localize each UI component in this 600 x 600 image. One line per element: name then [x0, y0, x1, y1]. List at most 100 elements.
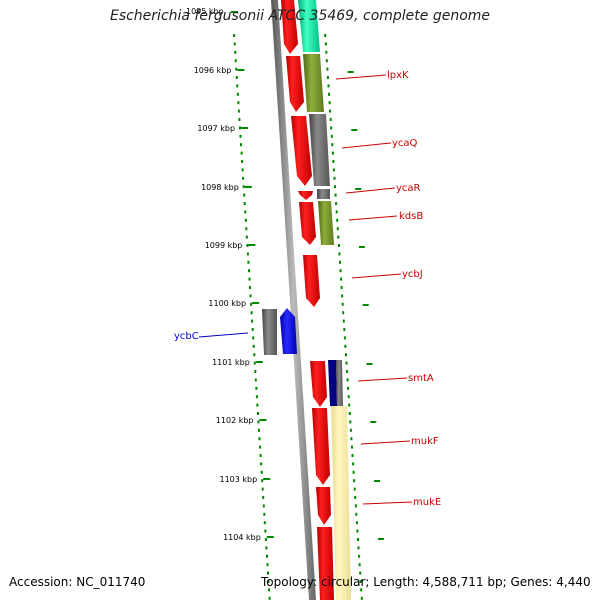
tick-dot [242, 185, 245, 189]
gene-label-smta[interactable]: smtA [408, 373, 434, 384]
feature-dot [324, 42, 327, 46]
topology-text: Topology: circular; Length: 4,588,711 bp… [261, 575, 591, 589]
feature-dot [354, 496, 357, 499]
feature-dot [341, 302, 344, 306]
feature-dot [353, 487, 356, 491]
cds-arrow-mukf [312, 408, 330, 485]
tick-dot [239, 126, 241, 130]
feature-dot [336, 227, 339, 231]
kbp-tick-label: 1102 kbp [216, 416, 254, 425]
cds-arrow-smta [310, 361, 327, 407]
gene-label-ycbc[interactable]: ycbC [174, 331, 199, 342]
tick-dot [239, 134, 242, 138]
tick-dot [236, 84, 239, 88]
feature-dot [349, 428, 352, 432]
feature-dot [357, 546, 360, 550]
tick-dot [258, 428, 260, 432]
feature-dot [330, 126, 333, 130]
cds-arrow-ycbc-reverse [280, 308, 297, 354]
tick-dot [252, 336, 255, 340]
tick-dot [262, 496, 265, 499]
feature-dot [356, 529, 359, 533]
genome-backbone [271, 0, 316, 600]
gene-label-lpxk[interactable]: lpxK [387, 70, 409, 81]
feature-dot [340, 277, 342, 281]
genome-title: Escherichia fergusonii ATCC 35469, compl… [109, 8, 491, 24]
feature-dot [345, 353, 347, 357]
feature-dot [333, 176, 336, 180]
gene-label-kdsb[interactable]: kdsB [399, 211, 423, 222]
feature-dot [352, 470, 355, 474]
feature-dot [359, 580, 362, 583]
feature-dot [351, 454, 354, 457]
tick-dot [240, 151, 243, 155]
feature-dot [342, 311, 345, 315]
feature-dot [328, 92, 330, 96]
kbp-tick-label: 1098 kbp [201, 183, 239, 192]
tick-dot [235, 67, 238, 71]
feature-dot [332, 168, 335, 172]
feature-gray-ycbc [262, 309, 277, 355]
tick-dot [251, 319, 254, 323]
cds-arrow-lpxk [286, 56, 304, 112]
tick-dot [244, 210, 247, 214]
feature-dot [324, 34, 327, 37]
feature-dot [325, 50, 328, 54]
feature-dot [335, 210, 338, 214]
tick-dot [261, 479, 264, 483]
tick-dot [257, 420, 260, 424]
tick-dot [242, 176, 245, 180]
gene-label-ycaq[interactable]: ycaQ [392, 138, 418, 149]
feature-dot [336, 218, 339, 222]
gene-label-ycar[interactable]: ycaR [396, 183, 421, 194]
tick-dot [233, 34, 236, 37]
gene-label-mukf[interactable]: mukF [411, 436, 439, 447]
tick-dot [253, 353, 256, 357]
tick-dot [241, 168, 244, 172]
tick-dot [241, 160, 244, 163]
tick-dot [258, 437, 261, 441]
feature-dot [338, 252, 341, 256]
tick-dot [259, 445, 262, 449]
feature-dot [359, 571, 362, 575]
tick-dot [245, 235, 248, 239]
tick-marks [237, 69, 384, 540]
feature-dot [346, 378, 349, 382]
feature-teal [298, 0, 320, 52]
tick-dot [236, 92, 239, 96]
feature-dot [328, 101, 331, 105]
feature-dot [351, 445, 353, 449]
tick-dot [263, 521, 266, 525]
tick-dot [268, 596, 271, 600]
feature-dot [326, 67, 329, 71]
tick-dot [243, 193, 246, 197]
cds-arrow [281, 0, 298, 54]
gene-label-ycbj[interactable]: ycbJ [402, 269, 423, 280]
feature-green-kdsb [318, 201, 334, 245]
feature-dot [326, 76, 329, 79]
tick-dot [246, 252, 249, 256]
feature-dot [329, 118, 332, 121]
tick-dot [233, 42, 236, 46]
feature-dot [353, 479, 356, 483]
feature-dot [343, 336, 346, 340]
tick-dot [260, 462, 263, 466]
feature-dot [340, 286, 343, 289]
feature-dot [355, 512, 358, 516]
gene-label-muke[interactable]: mukE [413, 497, 441, 508]
feature-dot [357, 538, 359, 541]
tick-dot [248, 269, 250, 273]
feature-dot [352, 462, 355, 466]
tick-dot [255, 386, 258, 390]
tick-dot [255, 395, 258, 399]
tick-dot [253, 361, 256, 365]
tick-dot [264, 538, 267, 541]
tick-dot [263, 512, 266, 516]
feature-dot [354, 504, 357, 508]
kbp-tick-label: 1097 kbp [197, 124, 235, 133]
tick-dot [243, 202, 246, 205]
label-leaders [198, 74, 413, 505]
feature-dot [348, 412, 351, 415]
feature-dot [347, 395, 350, 399]
